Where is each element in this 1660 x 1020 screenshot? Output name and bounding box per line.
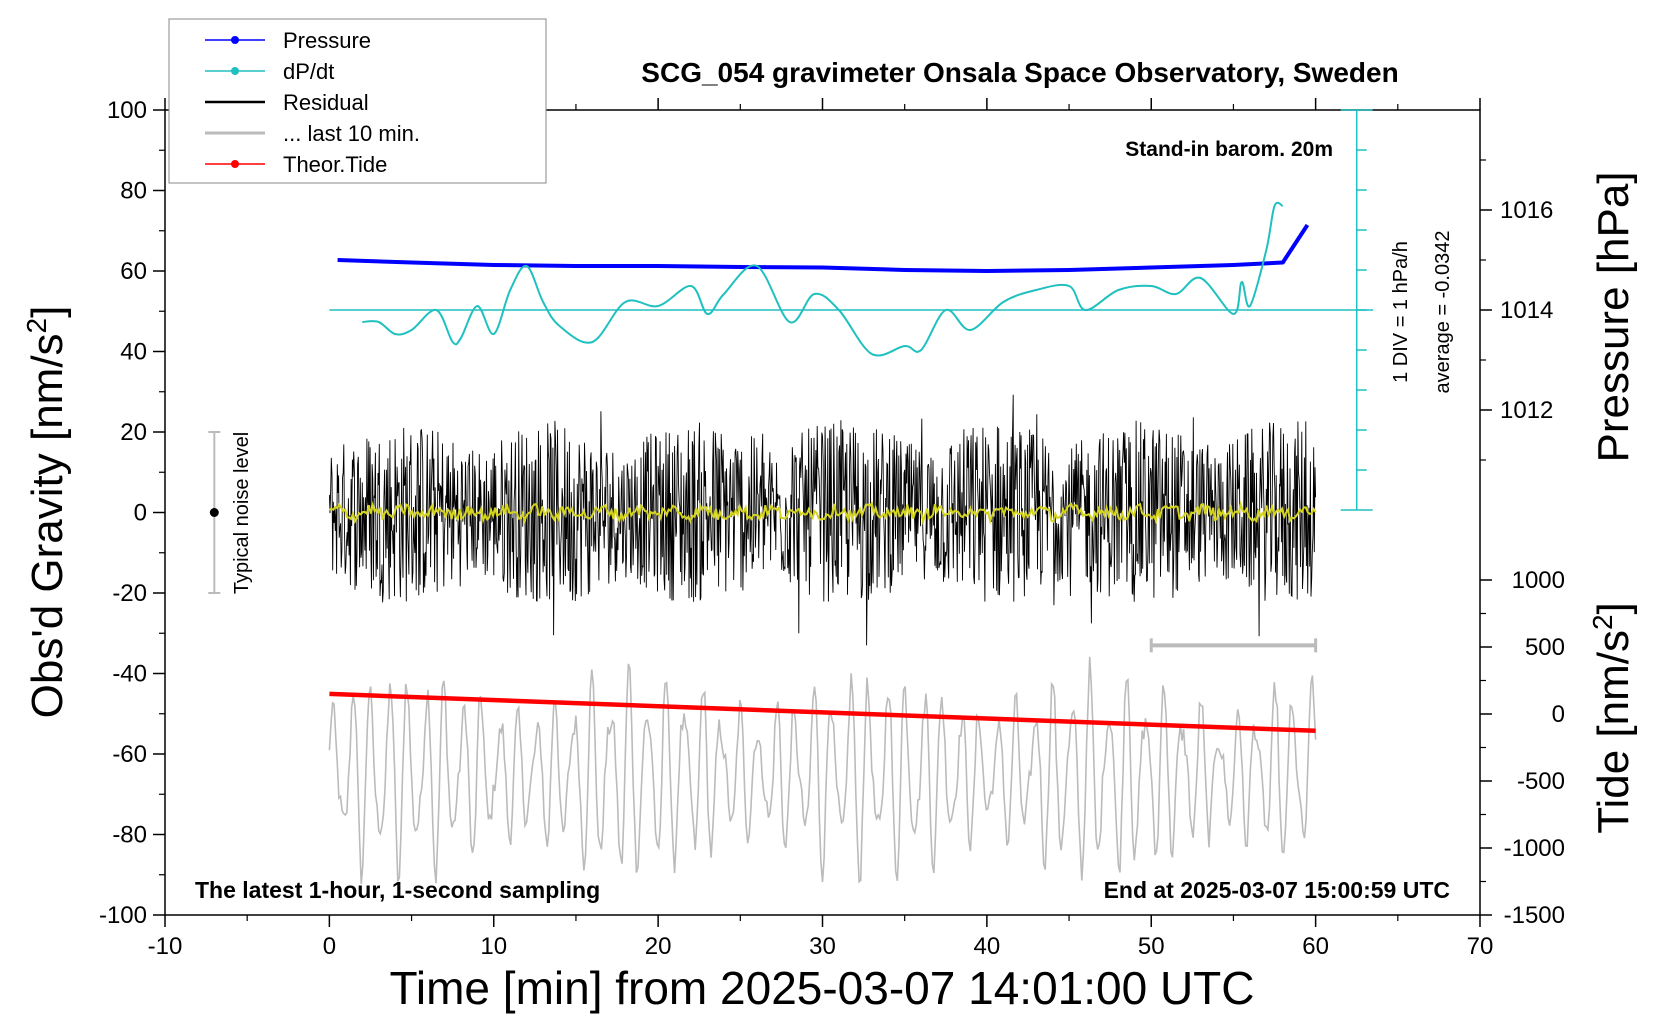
pressure-tick-label: 1012 [1500,397,1553,424]
left-axis-title: Obs'd Gravity [nm/s2] [21,306,72,719]
tide-tick-label: 0 [1552,701,1565,728]
legend-label: Residual [283,90,369,115]
dpdt-line [362,201,1284,357]
noise-level-annotation: Typical noise level [231,432,253,594]
left-axis-title-sup: 2 [21,318,52,334]
legend-label: Theor.Tide [283,152,387,177]
x-tick-label: 50 [1138,933,1165,960]
left-axis-title-text: Obs'd Gravity [nm/s [23,333,72,718]
residual-line [328,394,1317,646]
x-axis-title: Time [min] from 2025-03-07 14:01:00 UTC [390,962,1255,1014]
x-tick-label: 30 [809,933,836,960]
legend-label: dP/dt [283,59,334,84]
average-annotation: average = -0.0342 [1432,231,1454,394]
x-tick-label: 0 [323,933,336,960]
div-scale-annotation: 1 DIV = 1 hPa/h [1390,241,1412,383]
pressure-axis-title: Pressure [hPa] [1589,171,1638,462]
x-tick-label: 40 [974,933,1001,960]
y-left-tick-label: 0 [134,500,147,527]
tide-tick-label: -1000 [1504,835,1565,862]
y-left-tick-label: -100 [99,902,147,929]
y-left-tick-label: 100 [107,97,147,124]
y-left-tick-label: -80 [112,822,147,849]
pressure-tick-label: 1016 [1500,197,1553,224]
y-left-tick-label: 80 [120,178,147,205]
data-layer [208,109,1374,885]
legend-marker [231,36,239,44]
x-tick-label: 10 [480,933,507,960]
legend-label: ... last 10 min. [283,121,420,146]
x-tick-label: -10 [148,933,183,960]
tide-tick-label: 1000 [1512,567,1565,594]
x-tick-label: 60 [1302,933,1329,960]
last-10-min-line [328,656,1317,885]
y-left-tick-label: -40 [112,661,147,688]
pressure-tick-label: 1014 [1500,297,1553,324]
residual-smoothed-line [329,500,1317,526]
y-left-tick-label: -60 [112,741,147,768]
theoretical-tide-line [329,691,1316,734]
y-left-tick-label: 20 [120,419,147,446]
y-left-tick-label: 60 [120,258,147,285]
noise-level-center-dot [209,508,219,517]
left-axis-title-close: ] [23,306,72,318]
tide-tick-label: 500 [1525,634,1565,661]
y-left-tick-label: 40 [120,339,147,366]
end-time-annotation: End at 2025-03-07 15:00:59 UTC [1104,877,1450,903]
axis-layer: -10 0 10 20 30 40 50 60 70-100-80-60-40-20020406… [99,97,1565,960]
legend-marker [231,67,239,75]
tide-axis-title-close: ] [1589,602,1638,614]
x-tick-label: 70 [1467,933,1494,960]
chart-title: SCG_054 gravimeter Onsala Space Observat… [641,57,1398,88]
pressure-line [337,223,1310,273]
legend-marker [231,160,239,168]
legend: Pressure dP/dt Residual ... last 10 min. The… [168,18,547,184]
tide-tick-label: -1500 [1504,902,1565,929]
tide-axis-title-text: Tide [nm/s [1589,630,1638,834]
tide-tick-label: -500 [1517,768,1565,795]
x-tick-label: 20 [645,933,672,960]
barometer-annotation: Stand-in barom. 20m [1125,138,1333,161]
legend-label: Pressure [283,28,371,53]
latest-hour-annotation: The latest 1-hour, 1-second sampling [195,877,600,903]
tide-axis-title-sup: 2 [1587,614,1618,630]
tide-axis-title: Tide [nm/s2] [1587,602,1638,834]
y-left-tick-label: -20 [112,580,147,607]
